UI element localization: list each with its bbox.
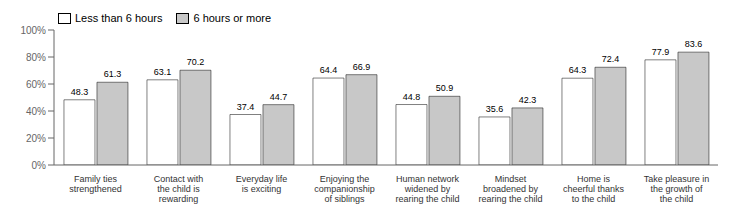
svg-text:70.2: 70.2	[187, 57, 205, 67]
svg-text:50.9: 50.9	[436, 83, 454, 93]
svg-text:64.3: 64.3	[569, 65, 587, 75]
svg-text:42.3: 42.3	[519, 95, 537, 105]
svg-text:Family tiesstrengthened: Family tiesstrengthened	[69, 174, 122, 194]
svg-text:80%: 80%	[26, 52, 46, 63]
svg-text:Home ischeerful thanksto the c: Home ischeerful thanksto the child	[563, 174, 625, 204]
svg-text:83.6: 83.6	[685, 39, 703, 49]
svg-text:60%: 60%	[26, 79, 46, 90]
svg-text:77.9: 77.9	[652, 47, 670, 57]
svg-text:48.3: 48.3	[71, 87, 89, 97]
svg-text:100%: 100%	[20, 25, 46, 36]
svg-text:Enjoying thecompanionshipof si: Enjoying thecompanionshipof siblings	[314, 174, 375, 204]
svg-text:35.6: 35.6	[486, 104, 504, 114]
svg-text:Mindsetbroadened byrearing the: Mindsetbroadened byrearing the child	[478, 174, 542, 204]
svg-text:66.9: 66.9	[353, 62, 371, 72]
svg-text:44.7: 44.7	[270, 92, 288, 102]
svg-text:37.4: 37.4	[237, 102, 255, 112]
svg-text:Human networkwidened byrearing: Human networkwidened byrearing the child	[395, 174, 459, 204]
html-text:Less than 6 hours: Less than 6 hours	[75, 12, 163, 24]
svg-text:63.1: 63.1	[154, 67, 172, 77]
svg-text:72.4: 72.4	[602, 54, 620, 64]
svg-text:64.4: 64.4	[320, 65, 338, 75]
svg-text:44.8: 44.8	[403, 92, 421, 102]
svg-text:20%: 20%	[26, 133, 46, 144]
svg-text:40%: 40%	[26, 106, 46, 117]
svg-text:61.3: 61.3	[104, 69, 122, 79]
svg-text:Everyday lifeis exciting: Everyday lifeis exciting	[236, 174, 288, 194]
html-text:6 hours or more: 6 hours or more	[193, 12, 272, 24]
svg-text:Contact withthe child isreward: Contact withthe child isrewarding	[154, 174, 204, 204]
svg-text:0%: 0%	[32, 160, 47, 171]
svg-text:Take pleasure inthe growth oft: Take pleasure inthe growth ofthe child	[644, 174, 710, 204]
